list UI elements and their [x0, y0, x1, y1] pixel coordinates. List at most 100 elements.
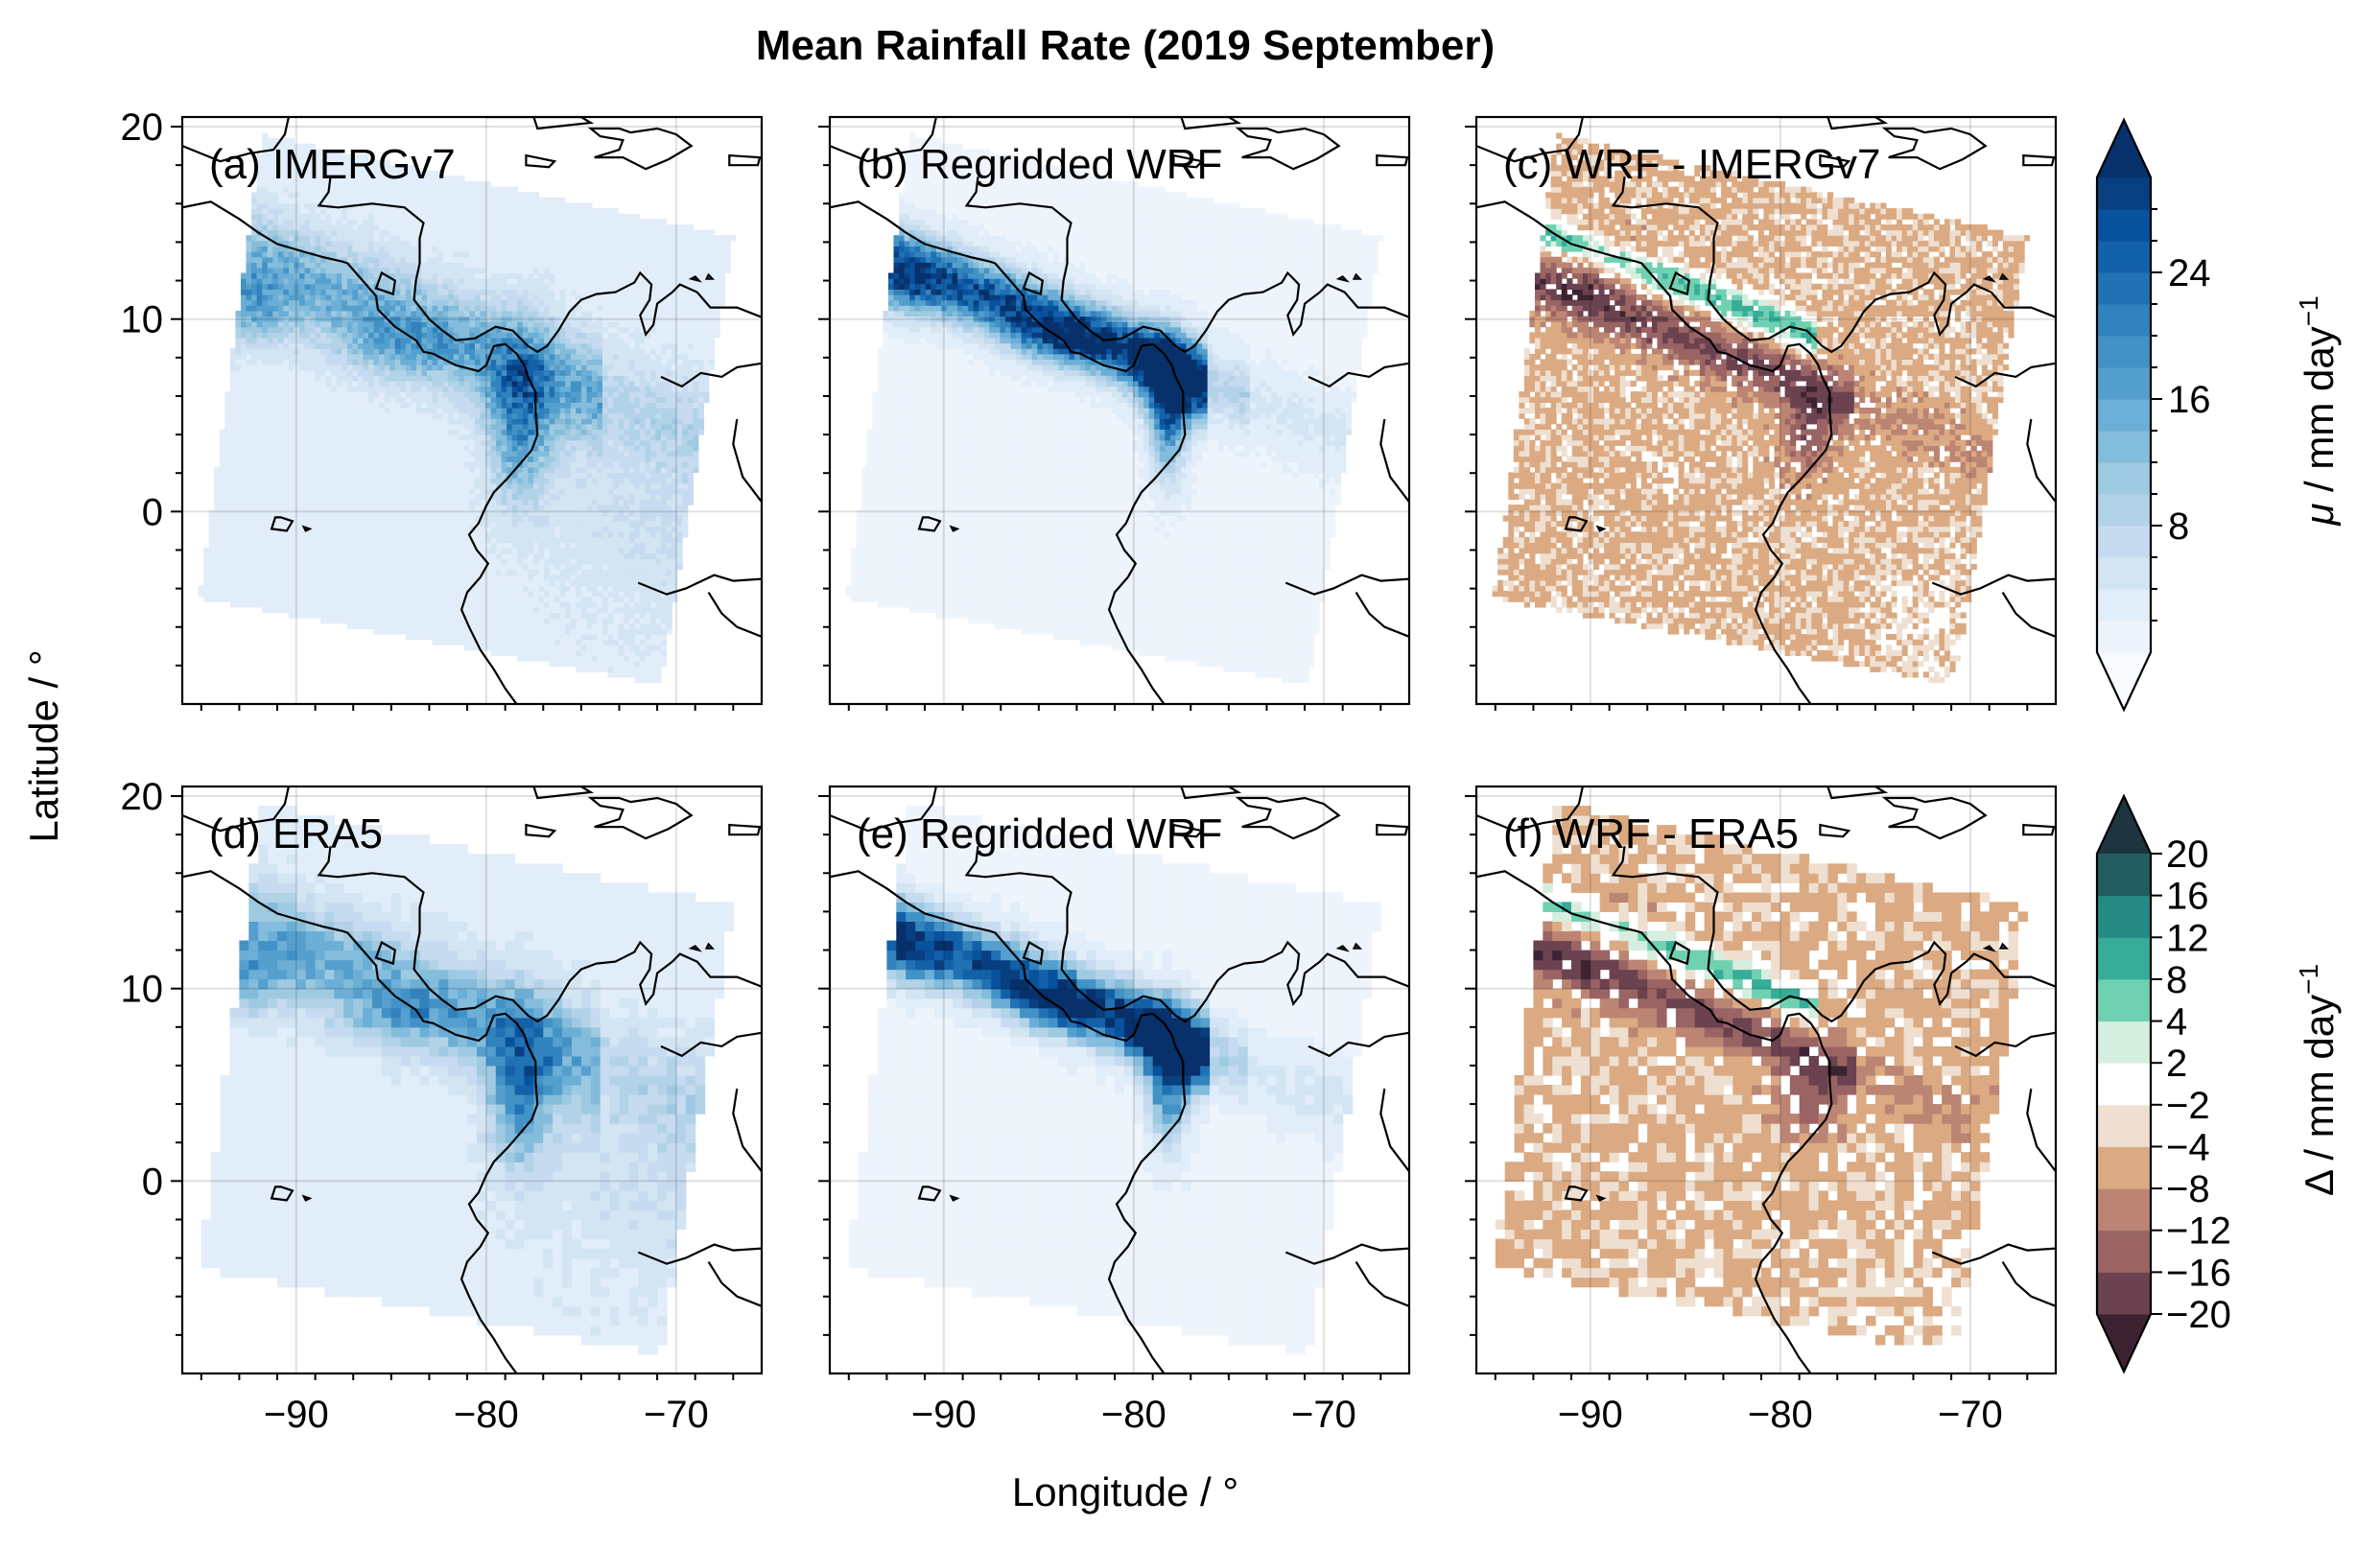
panel-label: (a) IMERGv7: [209, 141, 456, 188]
panel-label: (d) ERA5: [209, 810, 383, 857]
coast-segment: [1954, 1031, 2056, 1058]
caribbean-coastline: [317, 176, 762, 354]
x-tick-label: −90: [264, 1394, 329, 1436]
island-outline: [1376, 823, 1409, 836]
pacific-coastline: [1476, 200, 1833, 704]
coast-segment: [637, 574, 762, 596]
island-outline: [917, 1185, 942, 1202]
colorbar-tick-label: −12: [2166, 1210, 2231, 1253]
x-tick-label: −70: [1938, 1394, 2003, 1436]
x-tick-label: −90: [1558, 1394, 1623, 1436]
colorbar-segment: [2097, 1146, 2151, 1189]
coast-segment: [1931, 1243, 2056, 1265]
map-field: [1476, 117, 2056, 704]
ticks: [818, 795, 1382, 1380]
gulf-coastline: [830, 117, 937, 163]
map-field: [1476, 786, 2056, 1373]
ticks: [171, 126, 735, 711]
colorbar-tick-label: 8: [2168, 505, 2189, 548]
coast-segment: [2001, 1261, 2056, 1307]
panel-label: (e) Regridded WRF: [857, 810, 1222, 857]
ticks: [1465, 126, 2029, 711]
island-outline: [1172, 153, 1205, 169]
island-outline: [1022, 270, 1044, 296]
colorbar-tick-label: 12: [2166, 917, 2209, 959]
caribbean-coastline: [1611, 176, 2056, 354]
caribbean-coastline: [964, 846, 1409, 1023]
island-outline: [1881, 127, 1988, 171]
coast-segment: [1931, 574, 2056, 596]
colorbar-segment: [2097, 1104, 2151, 1147]
island-outline: [1564, 516, 1589, 532]
colorbar-segment: [2097, 336, 2151, 368]
colorbar-segment: [2097, 177, 2151, 210]
colorbar-segment: [2097, 1063, 2151, 1106]
colorbar-tick-label: −16: [2166, 1252, 2231, 1294]
caribbean-coastline: [964, 176, 1409, 354]
x-tick-label: −70: [644, 1394, 709, 1436]
colorbar-segment: [2097, 1021, 2151, 1064]
colorbar-tick-label: −4: [2166, 1126, 2210, 1168]
colorbar-extend-min: [2097, 652, 2151, 710]
coast-segment: [1355, 592, 1409, 638]
colorbar-segment: [2097, 621, 2151, 653]
panel-label: (c) WRF - IMERGv7: [1503, 141, 1881, 188]
y-tick-label: 20: [121, 776, 164, 818]
colorbar-segment: [2097, 978, 2151, 1022]
colorbar-outline: [2095, 117, 2153, 713]
difference-colorbar-label: Δ / mm day−1: [2294, 964, 2342, 1196]
heatmap-cells: [1492, 132, 2031, 684]
island-outline: [374, 940, 396, 966]
gridlines: [182, 786, 762, 1373]
colorbar-segment: [2097, 589, 2151, 622]
island-outline: [1235, 127, 1341, 171]
island-outline: [1133, 117, 1242, 130]
colorbar-segment: [2097, 367, 2151, 400]
heatmap-cells: [848, 806, 1381, 1355]
island-outline: [485, 117, 595, 130]
gulf-coastline: [182, 786, 290, 833]
island-outline: [1564, 1185, 1589, 1202]
island-outline: [949, 1194, 960, 1202]
map-field: [182, 786, 762, 1373]
pacific-coastline: [182, 870, 539, 1373]
coastlines: [182, 117, 762, 704]
gulf-coastline: [182, 117, 290, 163]
coastlines: [1476, 786, 2056, 1373]
panel-label: (b) Regridded WRF: [857, 141, 1222, 188]
mean-colorbar-label: μ / mm day−1: [2294, 295, 2342, 526]
colorbar-segment: [2097, 494, 2151, 527]
colorbar-segment: [2097, 272, 2151, 305]
map-field: [182, 117, 762, 704]
colorbar-tick-label: 2: [2166, 1043, 2187, 1085]
colorbar-tick-label: 8: [2166, 959, 2187, 1001]
coastlines: [830, 117, 1409, 704]
coast-segment: [637, 1243, 762, 1265]
ticks: [1465, 795, 2029, 1380]
island-outline: [270, 516, 295, 532]
coast-segment: [2026, 1088, 2056, 1172]
gulf-coastline: [1476, 786, 1584, 833]
panel-c: (c) WRF - IMERGv7: [1465, 115, 2058, 711]
colorbar-segment: [2097, 1230, 2151, 1273]
island-outline: [525, 153, 557, 169]
gridlines: [830, 117, 1409, 704]
colorbar-tick-label: 16: [2168, 379, 2211, 421]
pacific-coastline: [830, 870, 1187, 1373]
colorbar-tick-label: −20: [2166, 1294, 2231, 1336]
island-outline: [1335, 275, 1351, 283]
x-axis-label: Longitude / °: [1012, 1469, 1238, 1514]
y-tick-label: 0: [142, 1161, 163, 1203]
island-outline: [1022, 940, 1044, 966]
gulf-coastline: [830, 786, 937, 833]
island-outline: [1881, 796, 1988, 840]
island-outline: [1779, 786, 1889, 800]
colorbar-segment: [2097, 1272, 2151, 1315]
panel-b: (b) Regridded WRF: [818, 115, 1411, 711]
island-outline: [1352, 272, 1363, 280]
panel-f: −90 −80 −70 (f) WRF - ERA5: [1465, 785, 2058, 1436]
colorbar-tick-label: 20: [2166, 833, 2209, 876]
map-field: [830, 117, 1409, 704]
island-outline: [728, 823, 762, 836]
ticks: [171, 795, 735, 1380]
